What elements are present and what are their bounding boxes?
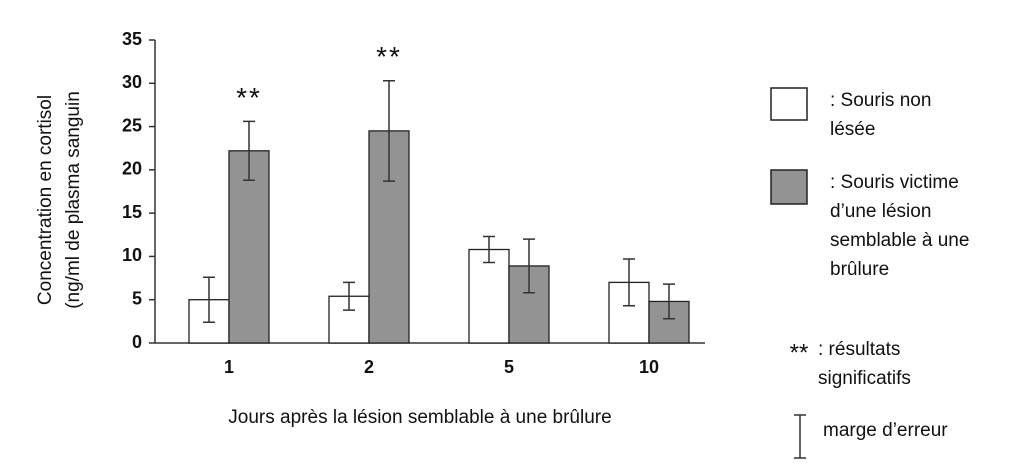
legend-significance-symbol: **	[790, 339, 809, 366]
error-bar	[343, 281, 355, 311]
legend-label: : Souris non lésée	[830, 90, 932, 140]
error-bar	[483, 235, 495, 264]
legend-swatch	[770, 87, 808, 121]
error-bar	[203, 276, 215, 323]
x-tick-label: 1	[224, 357, 234, 377]
y-tick-label: 20	[122, 159, 142, 179]
y-tick-label: 25	[122, 115, 142, 135]
y-tick-label: 10	[122, 245, 142, 265]
x-tick-label: 2	[364, 357, 374, 377]
y-axis-label: Concentration en cortisol	[35, 95, 56, 305]
significance-label: **	[376, 41, 402, 72]
y-tick-label: 0	[132, 332, 142, 352]
legend-label: : Souris victime d’une lésion semblable …	[830, 172, 970, 280]
legend-label: : résultats significatifs	[818, 339, 911, 389]
legend-swatch	[770, 169, 808, 205]
significance-label: **	[236, 82, 262, 113]
error-bar	[523, 238, 535, 294]
y-tick-label: 5	[132, 288, 142, 308]
x-axis-label: Jours après la lésion semblable à une br…	[228, 407, 611, 428]
x-tick-label: 10	[639, 357, 659, 377]
x-tick-label: 5	[504, 357, 514, 377]
error-bar	[663, 283, 675, 320]
bar	[468, 248, 510, 344]
legend-label: marge d’erreur	[823, 420, 948, 441]
error-bar	[383, 79, 395, 182]
y-tick-label: 30	[122, 72, 142, 92]
y-axis-label: (ng/ml de plasma sanguin	[63, 91, 84, 309]
error-bar	[623, 258, 635, 307]
y-tick-label: 35	[122, 29, 142, 49]
y-tick-label: 15	[122, 202, 142, 222]
error-bar	[243, 120, 255, 181]
